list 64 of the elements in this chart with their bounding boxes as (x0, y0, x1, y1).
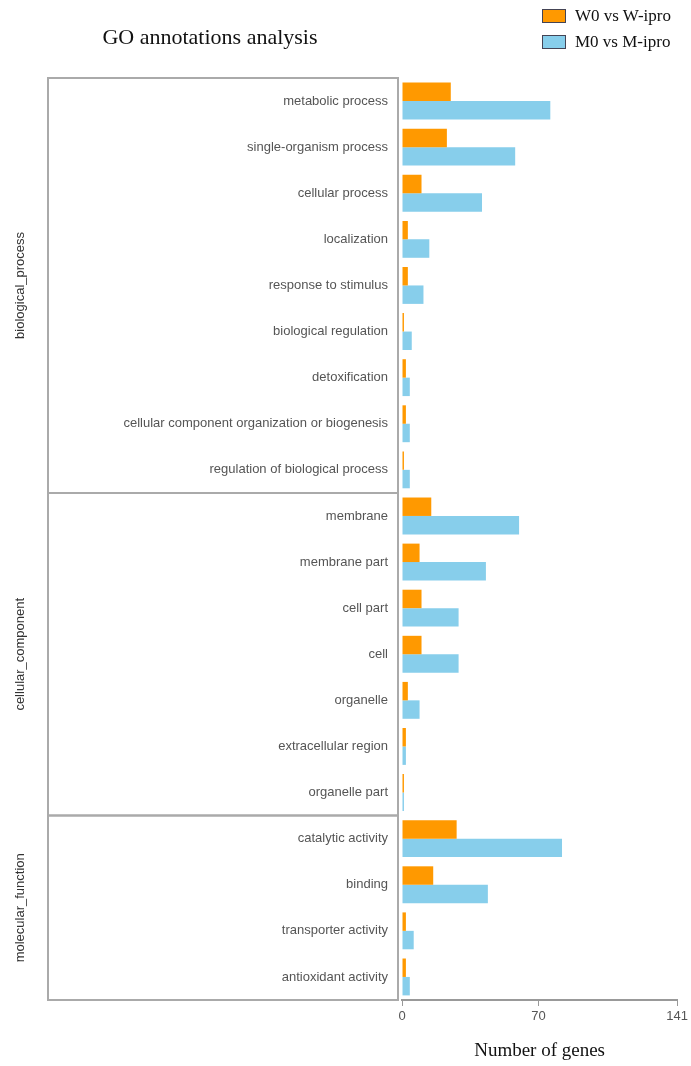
legend-label: W0 vs W-ipro (574, 6, 671, 26)
y-tick-label: metabolic process (283, 92, 389, 108)
bar (402, 239, 430, 258)
y-tick-label: membrane (325, 507, 388, 523)
bar (402, 497, 432, 516)
bar (402, 589, 422, 609)
bar (402, 174, 422, 194)
bar (402, 700, 420, 719)
legend-label: M0 vs M-ipro (574, 32, 671, 52)
y-tick-label: cell (368, 645, 389, 661)
bar (402, 838, 563, 858)
bar (402, 912, 406, 931)
bar (402, 423, 410, 443)
bar (402, 515, 520, 535)
y-tick-label: catalytic activity (297, 830, 389, 846)
bar (402, 377, 410, 397)
bar (402, 543, 420, 563)
bar (402, 884, 488, 904)
bar (402, 405, 406, 424)
bar (402, 562, 486, 581)
y-tick-label: localization (323, 230, 388, 246)
y-tick-label: regulation of biological process (209, 461, 389, 477)
bar (402, 82, 451, 102)
y-tick-label: cell part (342, 599, 389, 615)
text: biological_process (11, 231, 27, 339)
y-tick-label: organelle (334, 691, 388, 707)
bar (402, 220, 408, 240)
bar (402, 654, 459, 673)
bar (402, 681, 408, 701)
y-tick-label: antioxidant activity (281, 968, 389, 984)
bar (402, 101, 551, 120)
bar (402, 193, 483, 212)
y-tick-label: response to stimulus (268, 277, 389, 293)
bar (402, 359, 406, 378)
y-tick-label: biological regulation (273, 323, 388, 339)
bar (402, 147, 516, 166)
text: GO annotations analysis (101, 24, 319, 50)
x-tick-label: 141 (666, 1008, 689, 1024)
bar (402, 635, 422, 655)
bar (402, 976, 410, 996)
bar (402, 285, 424, 304)
bar (402, 746, 406, 765)
y-tick-label: detoxification (312, 369, 388, 385)
bar (402, 820, 457, 839)
y-tick-label: extracellular region (278, 738, 388, 754)
x-axis-title: Number of genes (474, 1038, 606, 1060)
text: cellular_component (11, 597, 27, 711)
bar (402, 930, 414, 950)
y-tick-label: organelle part (308, 784, 389, 800)
x-tick-label: 0 (398, 1008, 406, 1024)
bar (402, 469, 410, 489)
y-tick-label: binding (346, 876, 388, 892)
bar (402, 331, 412, 350)
y-tick-label: cellular process (297, 184, 389, 200)
bar (402, 866, 434, 885)
x-tick-label: 70 (531, 1008, 546, 1024)
y-tick-label: membrane part (299, 553, 389, 569)
bar (402, 267, 408, 286)
y-tick-label: transporter activity (281, 922, 389, 938)
text: molecular_function (11, 853, 27, 963)
y-tick-label: single-organism process (247, 138, 389, 154)
bar (402, 128, 447, 148)
y-tick-label: cellular component organization or biogenesis (123, 415, 389, 431)
bar (402, 608, 459, 627)
